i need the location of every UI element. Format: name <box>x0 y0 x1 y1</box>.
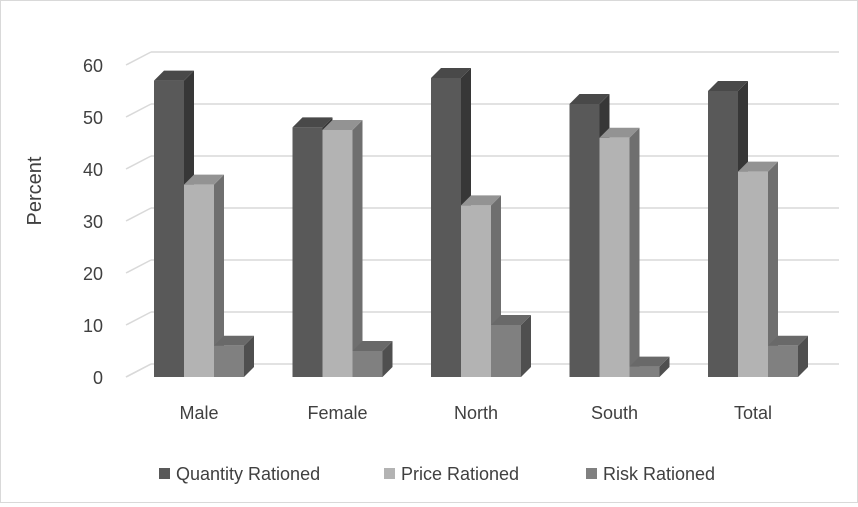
x-category-label: Male <box>179 403 218 423</box>
gridline-side <box>125 207 152 222</box>
legend-label: Risk Rationed <box>603 464 715 484</box>
y-tick-label: 40 <box>83 160 103 180</box>
legend-swatch <box>586 468 597 479</box>
bar-female-risk-rationed <box>352 341 393 377</box>
legend-item: Price Rationed <box>384 464 519 484</box>
bar-female-price-rationed <box>322 120 363 377</box>
bar-male-price-rationed <box>184 174 224 377</box>
gridline-side <box>125 51 152 66</box>
legend-label: Price Rationed <box>401 464 519 484</box>
y-tick-label: 30 <box>83 212 103 232</box>
x-category-label: South <box>591 403 638 423</box>
floor-edge <box>125 363 152 378</box>
bar-north-risk-rationed <box>491 315 531 377</box>
bar-south-risk-rationed <box>629 356 670 377</box>
x-category-label: Total <box>734 403 772 423</box>
bar-male-risk-rationed <box>214 335 254 377</box>
y-tick-label: 0 <box>93 368 103 388</box>
y-tick-label: 50 <box>83 108 103 128</box>
y-axis-ticks: 0 10 20 30 40 50 60 <box>83 56 103 388</box>
x-axis-categories: Male Female North South Total <box>179 403 772 423</box>
bar-north-quantity-rationed <box>431 68 471 377</box>
legend-swatch <box>159 468 170 479</box>
gridline-side <box>125 103 152 118</box>
legend-item: Quantity Rationed <box>159 464 320 484</box>
legend-swatch <box>384 468 395 479</box>
x-category-label: North <box>454 403 498 423</box>
bars <box>154 68 808 378</box>
y-tick-label: 60 <box>83 56 103 76</box>
gridline-side <box>125 311 152 326</box>
gridline-side <box>125 155 152 170</box>
bar-north-price-rationed <box>461 195 501 377</box>
x-category-label: Female <box>307 403 367 423</box>
bar-total-price-rationed <box>738 161 778 377</box>
y-tick-label: 10 <box>83 316 103 336</box>
y-axis-title: Percent <box>24 156 46 225</box>
bar-south-price-rationed <box>599 127 640 377</box>
y-tick-label: 20 <box>83 264 103 284</box>
legend-label: Quantity Rationed <box>176 464 320 484</box>
gridline-side <box>125 259 152 274</box>
legend-item: Risk Rationed <box>586 464 715 484</box>
bar-total-quantity-rationed <box>708 81 748 377</box>
legend: Quantity Rationed Price Rationed Risk Rati… <box>159 464 715 484</box>
bar-total-risk-rationed <box>768 335 808 377</box>
